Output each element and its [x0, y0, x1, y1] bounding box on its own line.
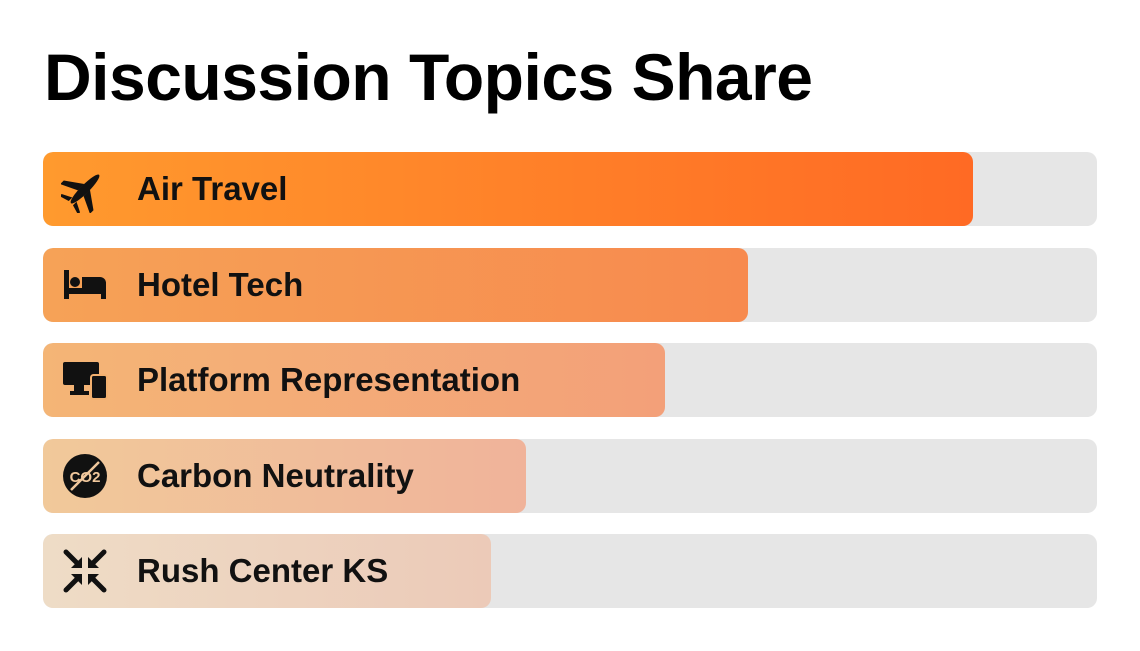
bar-label: Air Travel [137, 170, 288, 207]
bar-label: Carbon Neutrality [137, 456, 414, 494]
bar [43, 152, 973, 226]
bar-label: Hotel Tech [137, 265, 304, 303]
bar-track: Air Travel [43, 152, 1097, 226]
compress-arrows-icon [61, 547, 109, 595]
bar-track: Rush Center KS [43, 534, 1097, 608]
bar-track: Platform Representation [43, 343, 1097, 417]
bar [43, 438, 526, 513]
bar-label: Platform Representation [137, 361, 521, 398]
bar [43, 343, 665, 417]
airplane-icon [61, 165, 109, 213]
bar-track: CO2 Carbon Neutrality [43, 438, 1097, 513]
chart-title: Discussion Topics Share [44, 40, 813, 114]
bar [43, 534, 491, 608]
bar-track: Hotel Tech [43, 247, 1097, 322]
devices-icon [61, 356, 109, 404]
bar [43, 247, 748, 322]
bar-label: Rush Center KS [137, 552, 389, 589]
co2-icon: CO2 [61, 452, 109, 500]
bed-icon [61, 261, 109, 309]
